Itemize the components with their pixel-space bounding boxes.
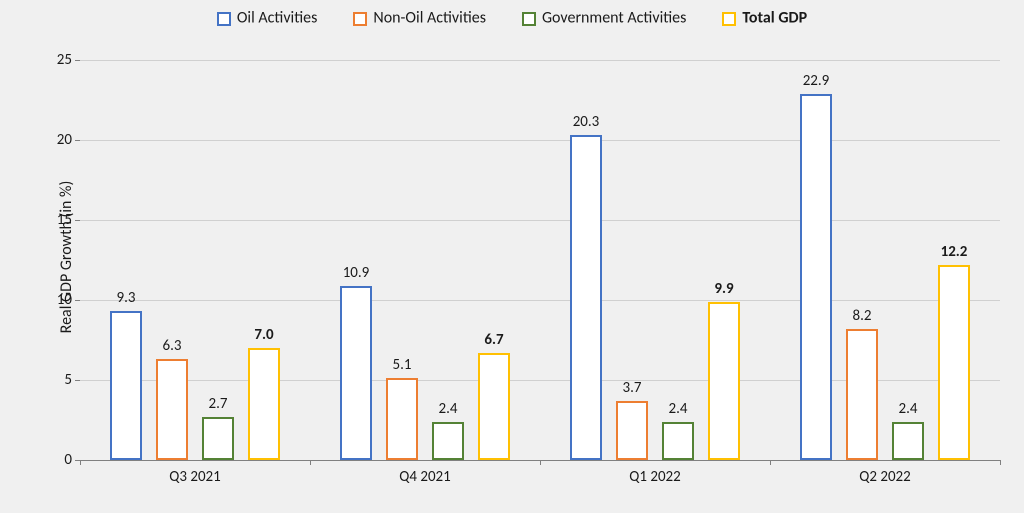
bar-value-label: 2.7 (209, 395, 228, 413)
bar-gov (662, 422, 694, 460)
x-tick-mark (310, 460, 311, 465)
bar-gov (202, 417, 234, 460)
y-tick-label: 0 (32, 451, 72, 469)
legend-item-oil: Oil Activities (217, 8, 318, 28)
x-tick-label: Q4 2021 (399, 468, 451, 486)
bar-value-label: 10.9 (343, 264, 370, 282)
bar-value-label: 2.4 (669, 400, 688, 418)
legend-swatch (217, 12, 231, 26)
bar-gov (432, 422, 464, 460)
y-tick-mark (75, 300, 80, 301)
bar-total (478, 353, 510, 460)
legend-swatch (722, 12, 736, 26)
x-tick-mark (540, 460, 541, 465)
y-tick-label: 15 (32, 211, 72, 229)
bar-value-label: 5.1 (393, 356, 412, 374)
legend-item-nonoil: Non-Oil Activities (353, 8, 486, 28)
bar-nonoil (156, 359, 188, 460)
legend-label: Government Activities (542, 9, 686, 28)
legend-label: Total GDP (742, 9, 807, 28)
bar-oil (800, 94, 832, 460)
bar-value-label: 8.2 (853, 307, 872, 325)
bar-value-label: 3.7 (623, 379, 642, 397)
legend-label: Non-Oil Activities (373, 9, 486, 28)
legend-swatch (353, 12, 367, 26)
y-tick-mark (75, 380, 80, 381)
y-tick-mark (75, 220, 80, 221)
bar-value-label: 2.4 (439, 400, 458, 418)
bar-total (708, 302, 740, 460)
gridline (80, 300, 1000, 301)
bar-value-label: 12.2 (941, 243, 968, 261)
y-tick-mark (75, 60, 80, 61)
x-tick-mark (80, 460, 81, 465)
bar-oil (570, 135, 602, 460)
y-tick-mark (75, 140, 80, 141)
legend-swatch (522, 12, 536, 26)
bar-nonoil (846, 329, 878, 460)
bar-oil (340, 286, 372, 460)
bar-value-label: 22.9 (803, 72, 830, 90)
x-tick-mark (1000, 460, 1001, 465)
bar-oil (110, 311, 142, 460)
legend: Oil Activities Non-Oil Activities Governme… (0, 8, 1024, 28)
bar-value-label: 9.3 (117, 289, 136, 307)
legend-item-total: Total GDP (722, 8, 807, 28)
gridline (80, 140, 1000, 141)
bar-value-label: 20.3 (573, 113, 600, 131)
bar-value-label: 6.3 (163, 337, 182, 355)
legend-label: Oil Activities (237, 9, 318, 28)
gdp-growth-chart: Oil Activities Non-Oil Activities Governme… (0, 0, 1024, 513)
bar-value-label: 7.0 (254, 326, 273, 344)
y-tick-label: 20 (32, 131, 72, 149)
y-tick-label: 10 (32, 291, 72, 309)
plot-area: 0510152025Q3 20219.36.32.77.0Q4 202110.9… (80, 60, 1000, 460)
y-tick-label: 5 (32, 371, 72, 389)
bar-gov (892, 422, 924, 460)
y-tick-label: 25 (32, 51, 72, 69)
x-tick-mark (770, 460, 771, 465)
x-tick-label: Q2 2022 (859, 468, 911, 486)
gridline (80, 220, 1000, 221)
bar-value-label: 6.7 (484, 331, 503, 349)
bar-nonoil (616, 401, 648, 460)
bar-nonoil (386, 378, 418, 460)
y-axis-label: Real GDP Growth (in %) (57, 180, 76, 333)
gridline (80, 60, 1000, 61)
x-tick-label: Q1 2022 (629, 468, 681, 486)
bar-value-label: 2.4 (899, 400, 918, 418)
x-tick-label: Q3 2021 (169, 468, 221, 486)
bar-value-label: 9.9 (714, 280, 733, 298)
bar-total (248, 348, 280, 460)
legend-item-gov: Government Activities (522, 8, 686, 28)
bar-total (938, 265, 970, 460)
